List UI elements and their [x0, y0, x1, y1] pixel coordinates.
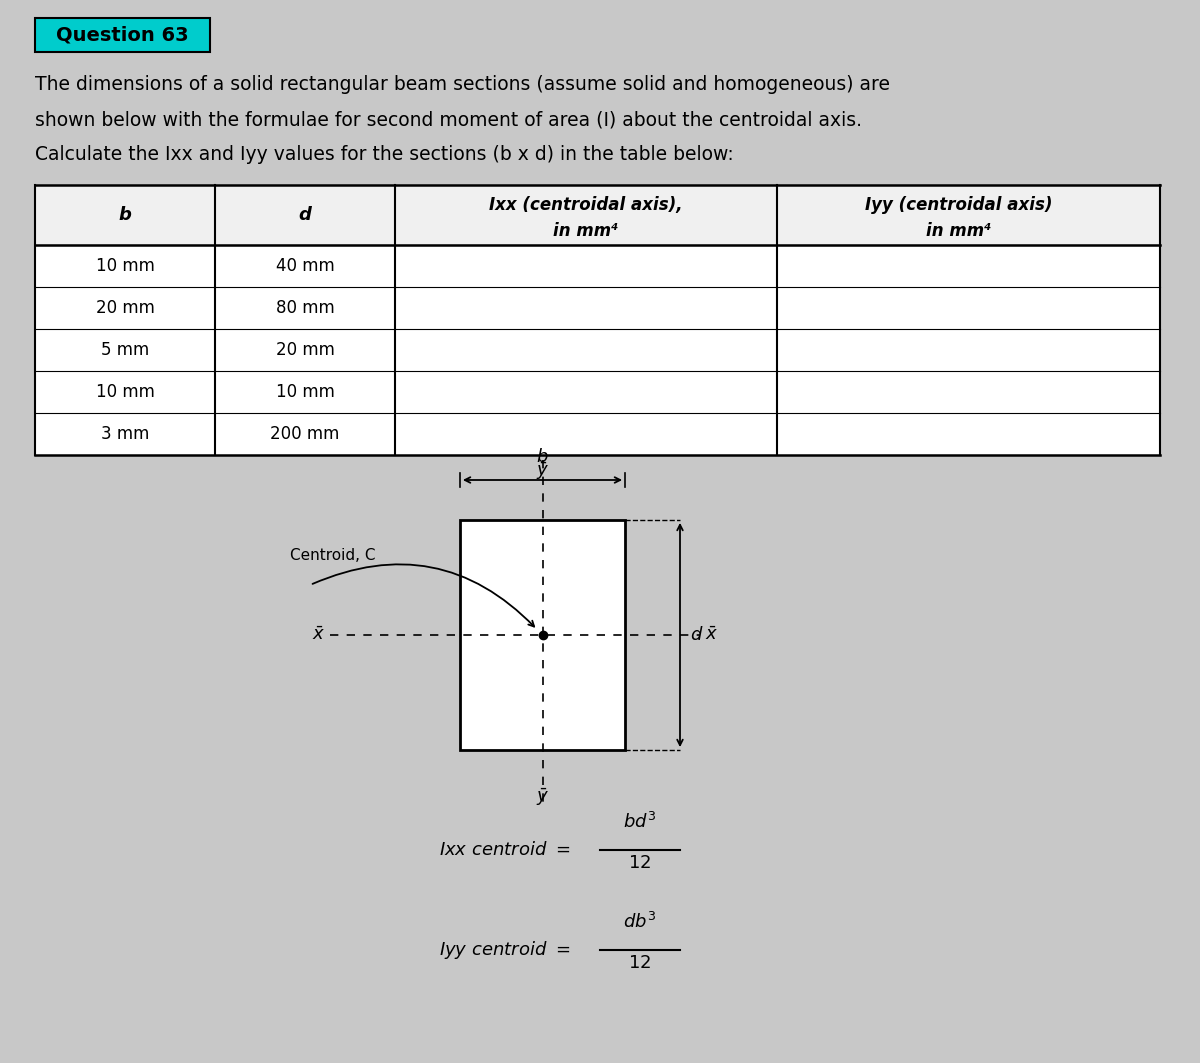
Text: in mm⁴: in mm⁴: [926, 222, 991, 240]
Text: 80 mm: 80 mm: [276, 299, 335, 317]
Bar: [35, 185, 1160, 455]
Text: $\bar{y}$: $\bar{y}$: [536, 460, 550, 482]
Text: 20 mm: 20 mm: [96, 299, 155, 317]
Bar: [460, 520, 625, 750]
Text: Iyy (centroidal axis): Iyy (centroidal axis): [865, 196, 1052, 214]
Text: $\bar{x}$: $\bar{x}$: [312, 626, 325, 644]
Text: $Ixx\ centroid\ =$: $Ixx\ centroid\ =$: [439, 841, 570, 859]
Bar: [35, 185, 1160, 244]
Text: 3 mm: 3 mm: [101, 425, 149, 443]
Text: 10 mm: 10 mm: [276, 383, 335, 401]
Text: $\bar{y}$: $\bar{y}$: [536, 787, 550, 808]
Text: $bd^3$: $bd^3$: [624, 812, 656, 832]
Text: Question 63: Question 63: [56, 26, 188, 45]
Text: 200 mm: 200 mm: [270, 425, 340, 443]
Text: $12$: $12$: [629, 954, 652, 972]
Text: d: d: [690, 626, 701, 644]
Text: in mm⁴: in mm⁴: [553, 222, 619, 240]
Text: 10 mm: 10 mm: [96, 383, 155, 401]
Text: b: b: [119, 206, 132, 224]
Text: shown below with the formulae for second moment of area (I) about the centroidal: shown below with the formulae for second…: [35, 109, 862, 129]
Text: Centroid, C: Centroid, C: [290, 547, 376, 562]
Text: $db^3$: $db^3$: [624, 912, 656, 932]
Text: d: d: [299, 206, 312, 224]
Text: Calculate the Ixx and Iyy values for the sections (b x d) in the table below:: Calculate the Ixx and Iyy values for the…: [35, 145, 733, 164]
Text: The dimensions of a solid rectangular beam sections (assume solid and homogeneou: The dimensions of a solid rectangular be…: [35, 75, 890, 94]
Text: $Iyy\ centroid\ =$: $Iyy\ centroid\ =$: [439, 939, 570, 961]
Text: 40 mm: 40 mm: [276, 257, 335, 275]
Text: Ixx (centroidal axis),: Ixx (centroidal axis),: [490, 196, 683, 214]
Text: $12$: $12$: [629, 854, 652, 872]
Text: $\bar{x}$: $\bar{x}$: [706, 626, 719, 644]
Text: 5 mm: 5 mm: [101, 341, 149, 359]
FancyBboxPatch shape: [35, 18, 210, 52]
Text: 10 mm: 10 mm: [96, 257, 155, 275]
Text: 20 mm: 20 mm: [276, 341, 335, 359]
Text: b: b: [536, 448, 548, 466]
